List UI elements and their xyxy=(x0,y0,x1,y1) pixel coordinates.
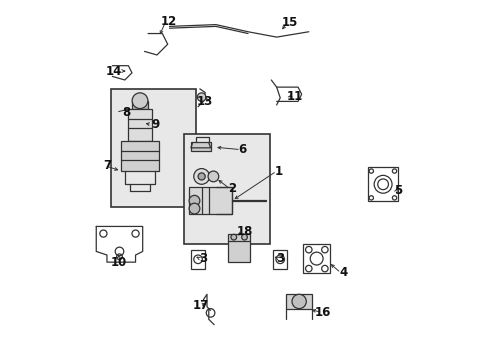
Circle shape xyxy=(132,93,147,109)
Text: 14: 14 xyxy=(106,64,122,77)
Bar xyxy=(190,143,210,152)
Text: 11: 11 xyxy=(286,90,302,103)
Circle shape xyxy=(189,195,200,206)
Circle shape xyxy=(198,173,205,180)
Text: 17: 17 xyxy=(192,298,208,311)
Text: 7: 7 xyxy=(102,159,111,172)
Bar xyxy=(272,249,287,269)
Bar xyxy=(128,109,151,141)
Text: 8: 8 xyxy=(122,105,130,119)
Text: 15: 15 xyxy=(282,16,298,29)
Circle shape xyxy=(197,93,205,102)
Text: 12: 12 xyxy=(161,14,177,27)
Text: 10: 10 xyxy=(110,256,126,269)
Bar xyxy=(110,89,196,207)
Text: 16: 16 xyxy=(314,306,330,319)
Bar xyxy=(183,134,269,244)
Circle shape xyxy=(189,203,200,214)
Text: 1: 1 xyxy=(274,165,282,177)
Bar xyxy=(367,167,397,202)
Text: 3: 3 xyxy=(276,252,284,265)
Circle shape xyxy=(193,168,209,184)
Bar xyxy=(228,234,249,262)
Bar xyxy=(190,249,205,269)
Text: 13: 13 xyxy=(197,95,213,108)
Text: 5: 5 xyxy=(393,184,402,197)
Text: 6: 6 xyxy=(238,143,246,156)
Text: 2: 2 xyxy=(227,183,236,195)
Circle shape xyxy=(230,234,236,240)
Circle shape xyxy=(241,234,247,240)
Bar xyxy=(303,244,329,273)
Bar xyxy=(132,101,148,109)
Bar xyxy=(189,187,231,214)
Text: 18: 18 xyxy=(236,225,252,238)
Bar xyxy=(285,294,312,309)
Text: 3: 3 xyxy=(199,252,207,265)
Circle shape xyxy=(291,294,305,309)
Bar xyxy=(121,141,159,171)
Text: 9: 9 xyxy=(151,118,159,131)
Text: 4: 4 xyxy=(339,266,347,279)
Circle shape xyxy=(207,171,218,182)
